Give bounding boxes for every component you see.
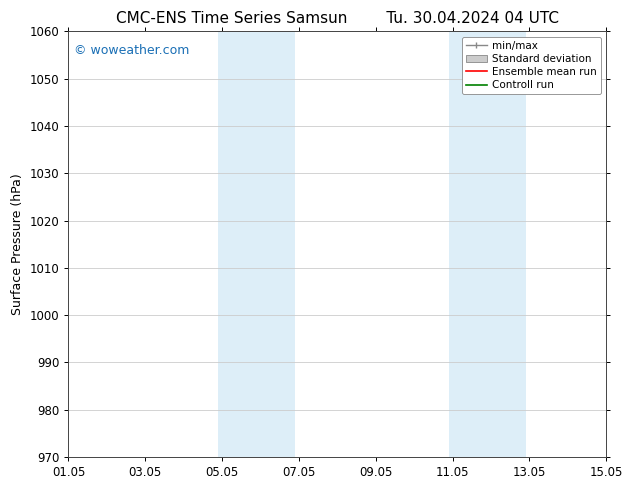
Bar [218, 31, 295, 457]
Bar [449, 31, 526, 457]
Legend: min/max, Standard deviation, Ensemble mean run, Controll run: min/max, Standard deviation, Ensemble me… [462, 37, 601, 95]
Title: CMC-ENS Time Series Samsun        Tu. 30.04.2024 04 UTC: CMC-ENS Time Series Samsun Tu. 30.04.202… [116, 11, 559, 26]
Text: © woweather.com: © woweather.com [74, 44, 189, 57]
Y-axis label: Surface Pressure (hPa): Surface Pressure (hPa) [11, 173, 24, 315]
